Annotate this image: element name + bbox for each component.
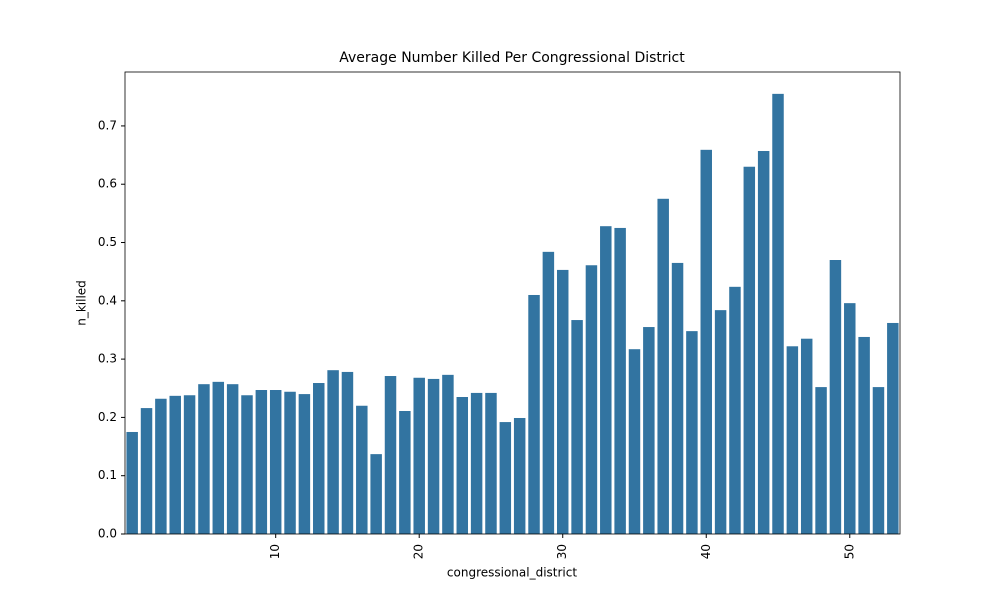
bar (442, 374, 454, 534)
bar (643, 327, 655, 534)
bar (241, 395, 253, 534)
bar (700, 149, 712, 534)
bar (384, 376, 397, 534)
plot-frame (124, 71, 901, 535)
bar (313, 383, 325, 534)
bar (399, 410, 411, 534)
bar (155, 398, 167, 534)
bar (887, 322, 899, 534)
bar (269, 390, 282, 534)
bar (356, 405, 368, 534)
bar (255, 390, 268, 534)
bar (226, 384, 239, 534)
bar (327, 370, 339, 534)
bar (485, 392, 497, 534)
bar (772, 93, 784, 534)
x-tick-label: 20 (412, 544, 426, 559)
bar (844, 303, 856, 534)
x-tick-label: 50 (842, 544, 856, 559)
bar (571, 320, 583, 534)
bar (714, 310, 727, 534)
y-tick-label: 0.2 (98, 410, 117, 424)
bar (556, 269, 569, 534)
x-tick-label: 30 (555, 544, 569, 559)
bar (126, 431, 138, 534)
y-tick-label: 0.7 (98, 118, 117, 132)
bar (686, 331, 698, 534)
bar (370, 454, 382, 534)
bar (858, 336, 870, 534)
bar (528, 294, 540, 534)
bar (757, 150, 770, 534)
bar (585, 265, 598, 534)
bar (743, 166, 756, 534)
bar (212, 381, 225, 534)
bar (499, 422, 512, 534)
x-tick-label: 40 (699, 544, 713, 559)
bar (169, 395, 181, 534)
y-tick-label: 0.6 (98, 177, 117, 191)
bar (829, 260, 842, 534)
bar (729, 286, 741, 534)
bar (140, 408, 153, 534)
bar (183, 395, 196, 534)
bar (284, 391, 296, 534)
y-axis-label: n_killed (75, 280, 89, 326)
bar (628, 349, 641, 534)
bar (427, 378, 440, 534)
bar (341, 371, 354, 534)
bar (513, 417, 526, 534)
x-axis-label: congressional_district (447, 566, 577, 580)
bar (542, 251, 555, 534)
bar (298, 394, 311, 534)
bar (600, 226, 612, 534)
y-tick-label: 0.4 (98, 293, 117, 307)
y-tick-label: 0.3 (98, 352, 117, 366)
y-tick-label: 0.5 (98, 235, 117, 249)
x-tick-label: 10 (268, 544, 282, 559)
bar (671, 262, 684, 534)
y-tick-label: 0.0 (98, 527, 117, 541)
bar (657, 198, 669, 534)
y-tick-label: 0.1 (98, 468, 117, 482)
bar (456, 397, 469, 534)
bar (872, 387, 885, 534)
bar (413, 377, 425, 534)
bar (614, 227, 626, 534)
bar (198, 384, 210, 534)
bar (815, 387, 827, 534)
chart-title: Average Number Killed Per Congressional … (339, 50, 685, 66)
bar (800, 338, 813, 534)
bar (470, 392, 483, 534)
bar (786, 346, 799, 534)
